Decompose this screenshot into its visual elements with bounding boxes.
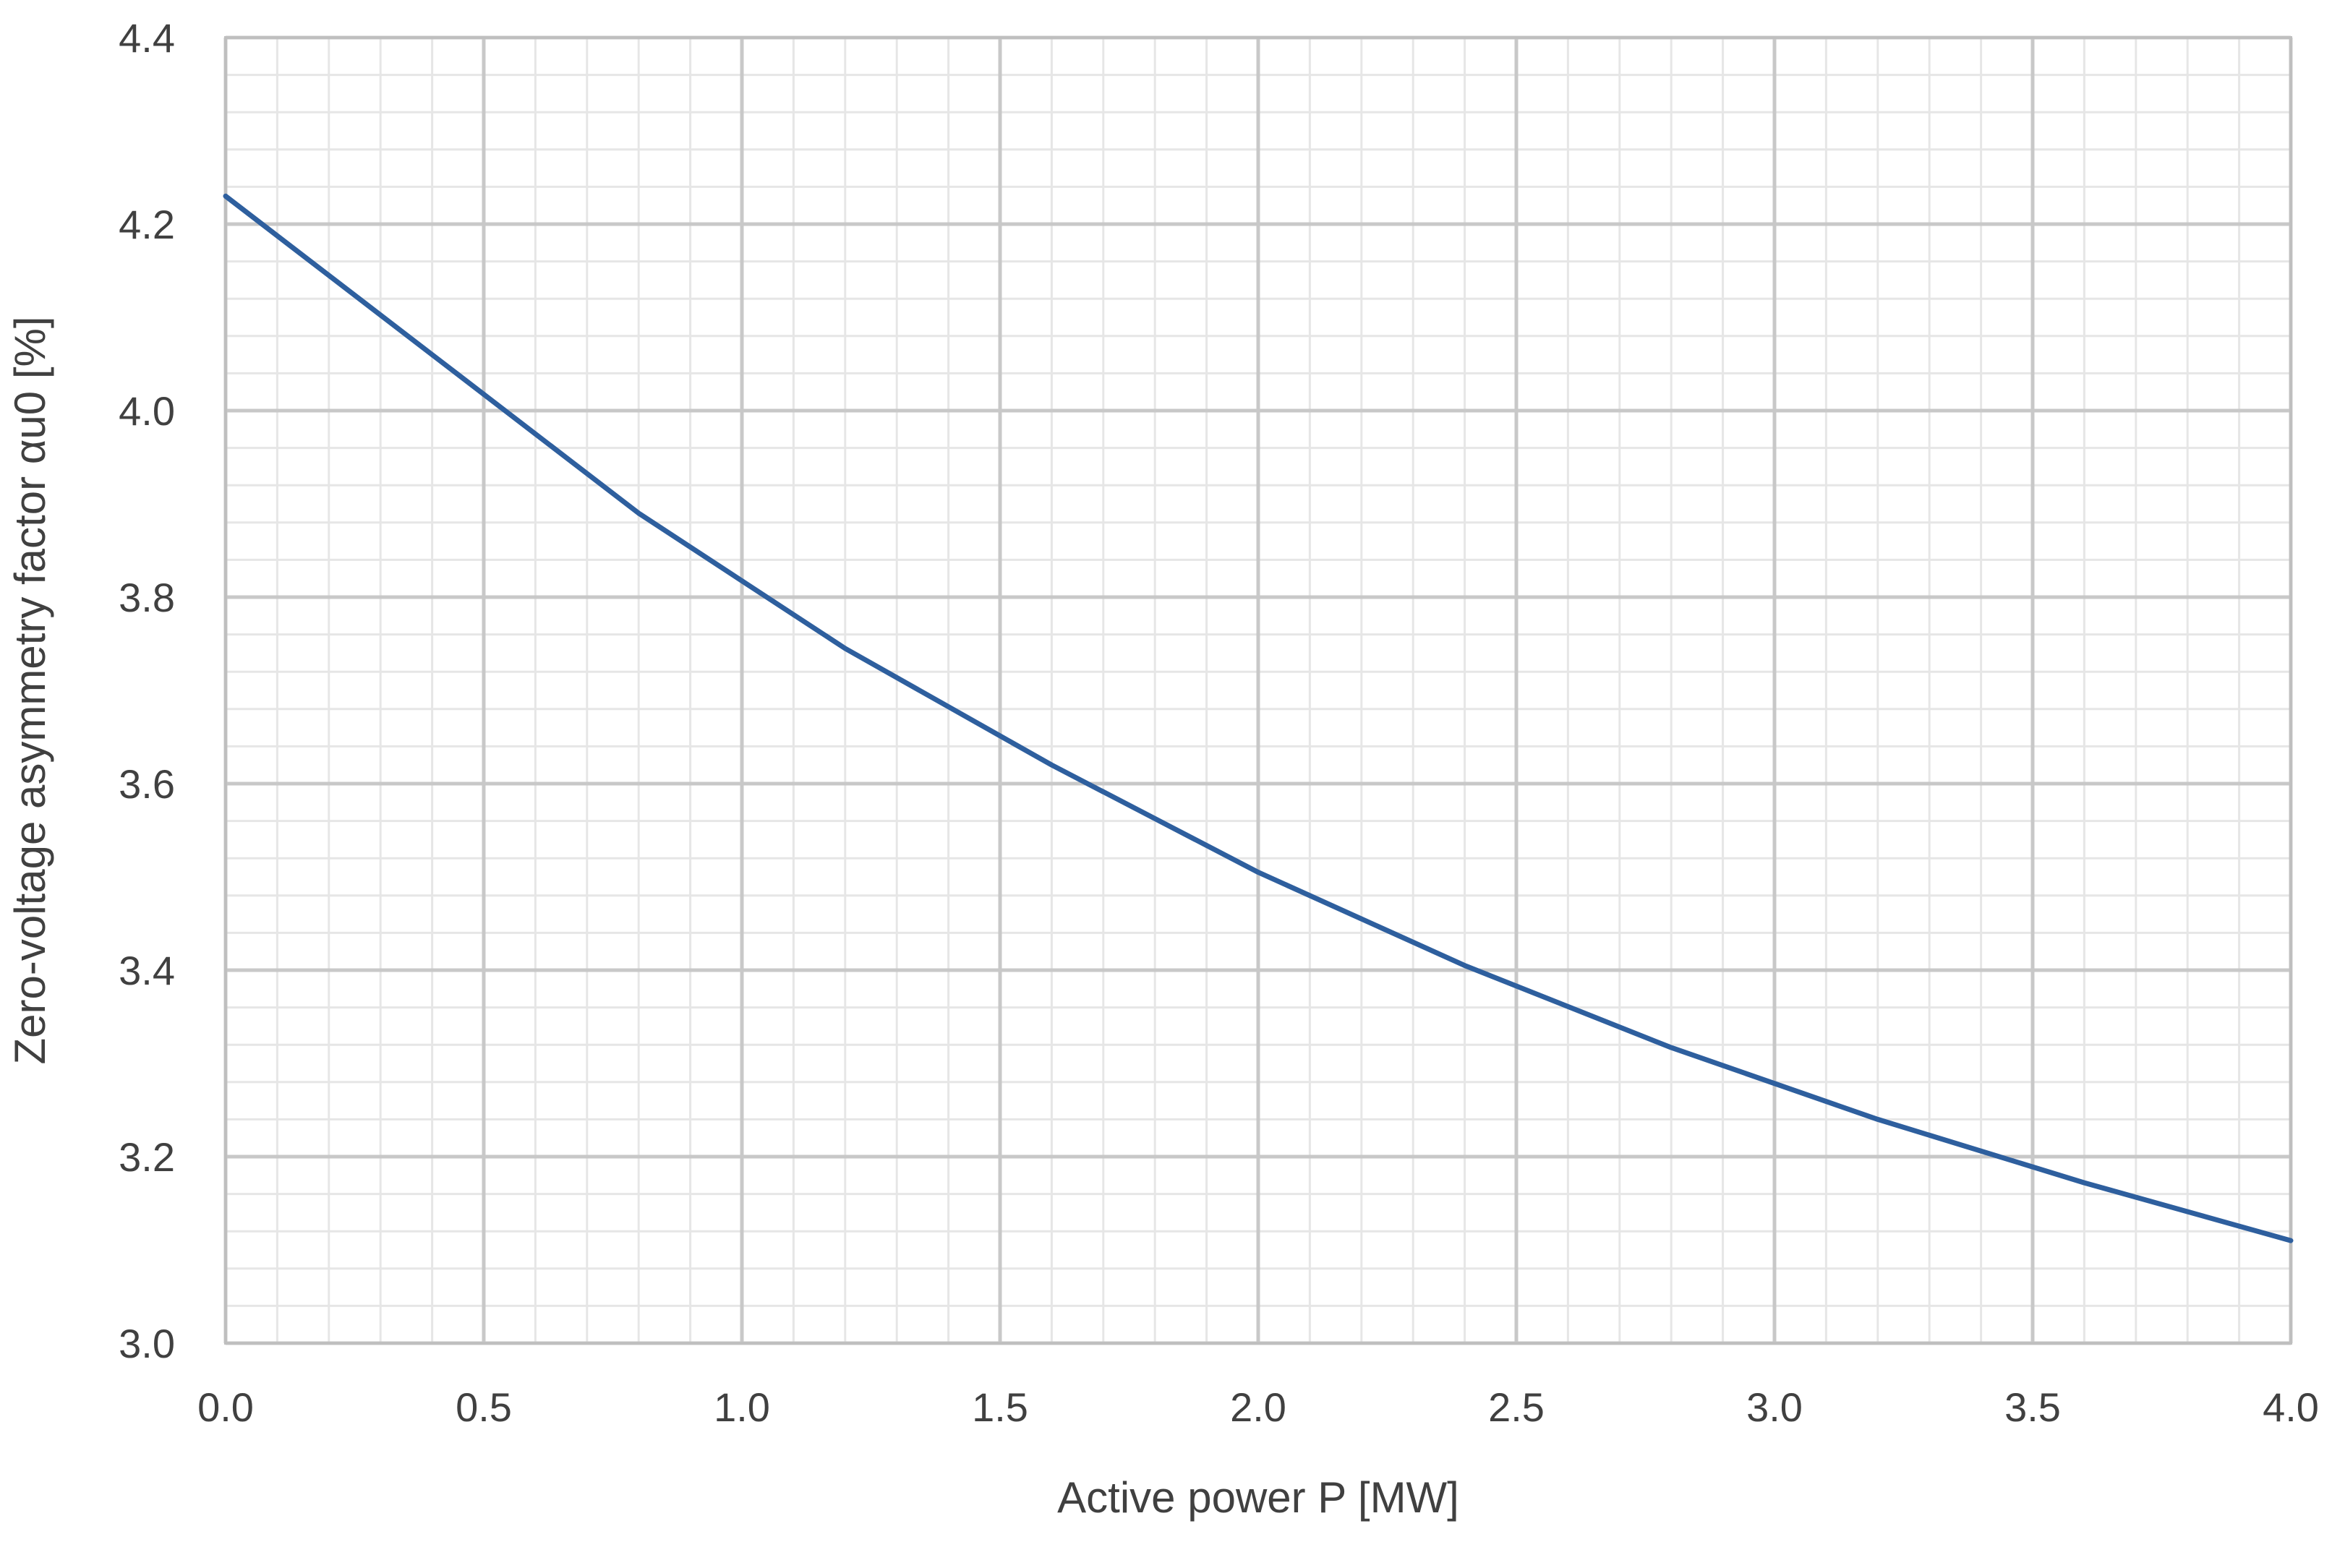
- y-tick-label: 3.6: [119, 761, 175, 807]
- y-tick-label: 4.0: [119, 388, 175, 434]
- y-axis-title: Zero-voltage asymmetry factor αu0 [%]: [6, 316, 54, 1064]
- x-tick-label: 2.5: [1488, 1384, 1545, 1430]
- y-tick-label: 4.4: [119, 15, 175, 61]
- x-tick-label: 1.0: [714, 1384, 770, 1430]
- x-tick-label: 0.0: [197, 1384, 254, 1430]
- x-tick-label: 3.0: [1746, 1384, 1803, 1430]
- y-tick-label: 3.2: [119, 1134, 175, 1180]
- x-axis-tick-labels: 0.0 0.5 1.0 1.5 2.0 2.5 3.0 3.5 4.0: [197, 1384, 2319, 1430]
- grid: [223, 35, 2293, 1345]
- x-axis-title: Active power P [MW]: [1057, 1473, 1459, 1522]
- series-line: [223, 193, 2294, 1243]
- x-tick-label: 1.5: [972, 1384, 1028, 1430]
- y-axis-tick-labels: 3.0 3.2 3.4 3.6 3.8 4.0 4.2 4.4: [119, 15, 175, 1366]
- y-tick-label: 3.0: [119, 1321, 175, 1366]
- y-tick-label: 4.2: [119, 202, 175, 247]
- series-layer: [223, 193, 2294, 1243]
- x-tick-label: 0.5: [456, 1384, 512, 1430]
- x-tick-label: 4.0: [2263, 1384, 2319, 1430]
- x-tick-label: 3.5: [2004, 1384, 2061, 1430]
- y-tick-label: 3.8: [119, 575, 175, 620]
- plot-area-border: [224, 36, 2292, 1345]
- y-tick-label: 3.4: [119, 948, 175, 993]
- x-tick-label: 2.0: [1230, 1384, 1286, 1430]
